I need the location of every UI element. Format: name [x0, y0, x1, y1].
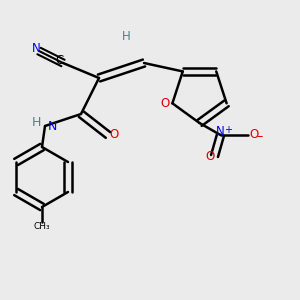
- Text: O: O: [206, 149, 214, 163]
- Text: O: O: [249, 128, 258, 142]
- Text: H: H: [31, 116, 41, 130]
- Text: –: –: [256, 130, 262, 143]
- Text: N: N: [32, 41, 40, 55]
- Text: O: O: [160, 97, 170, 110]
- Text: +: +: [224, 125, 232, 136]
- Text: O: O: [110, 128, 118, 142]
- Text: CH₃: CH₃: [34, 222, 50, 231]
- Text: C: C: [56, 53, 64, 67]
- Text: N: N: [48, 119, 57, 133]
- Text: H: H: [122, 29, 130, 43]
- Text: N: N: [216, 125, 225, 139]
